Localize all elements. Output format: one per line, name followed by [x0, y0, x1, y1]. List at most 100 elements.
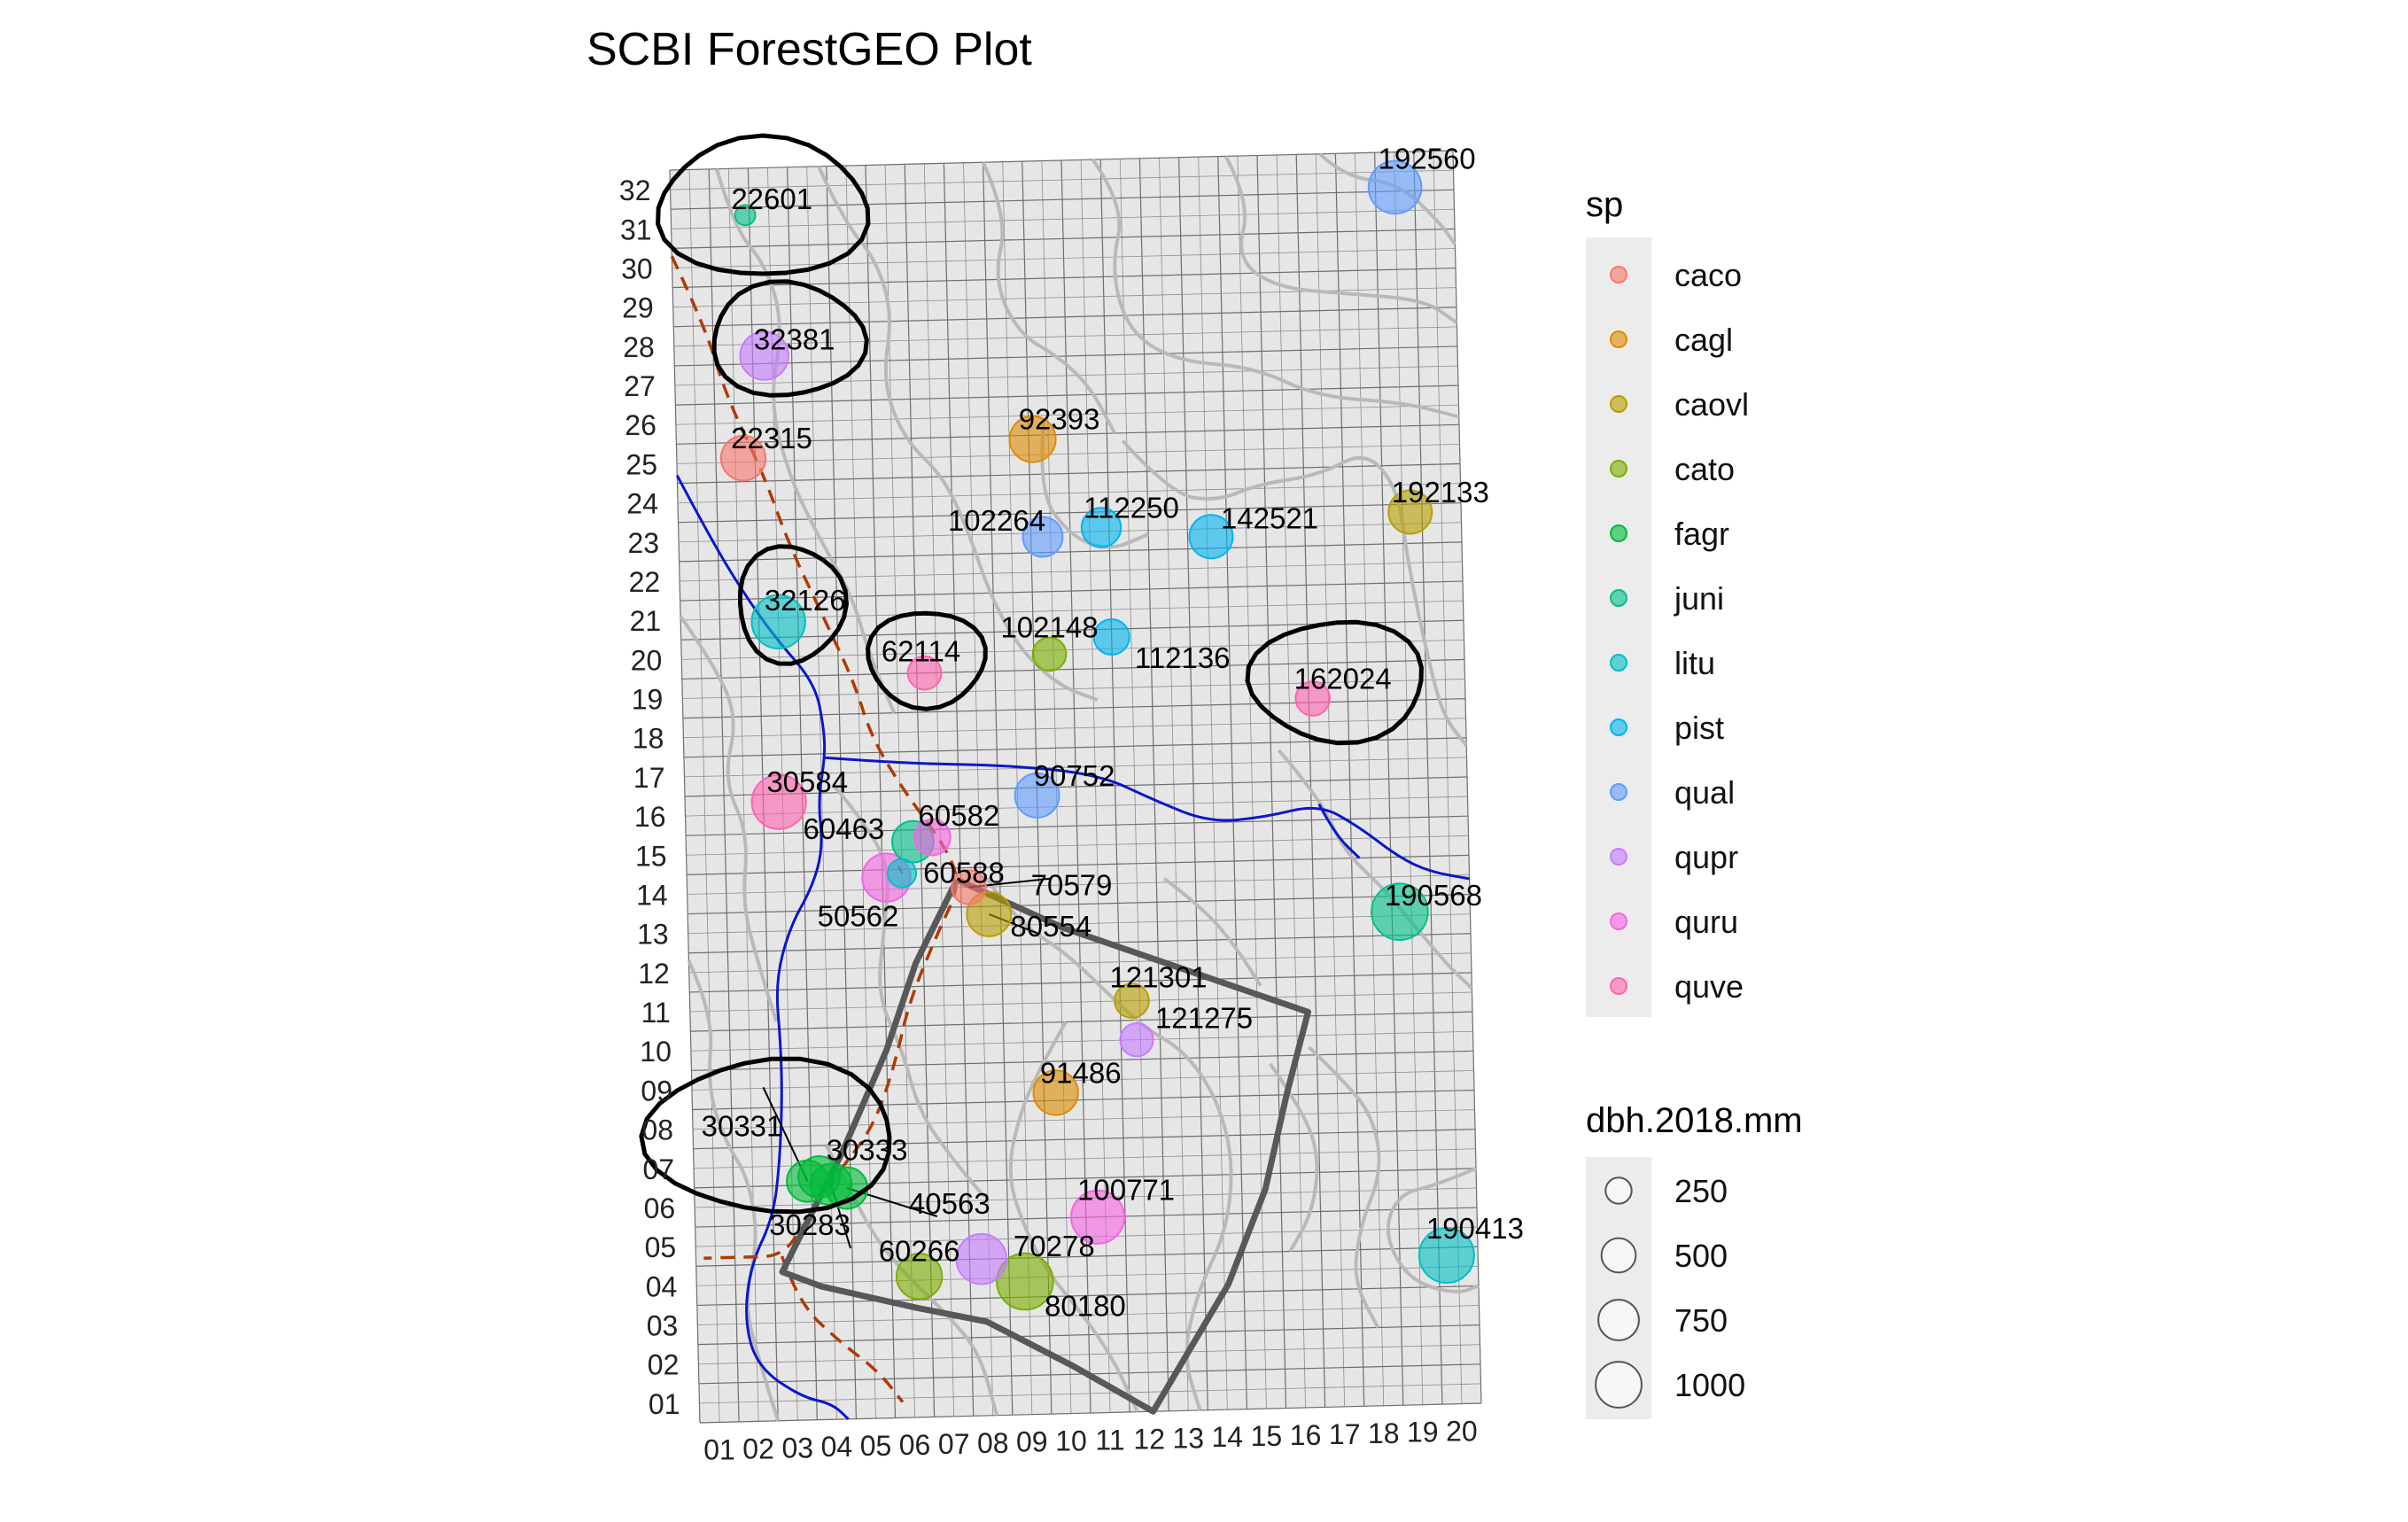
- hand-drawn-circle: [656, 133, 871, 276]
- tree-label-60588: 60588: [923, 857, 1005, 889]
- tree-point-80180: [996, 1252, 1054, 1311]
- grid-line-horizontal: [684, 757, 1467, 778]
- grid-line-horizontal: [688, 933, 1472, 954]
- stream-branch-line: [824, 756, 1470, 881]
- y-tick-label: 04: [646, 1270, 678, 1302]
- y-tick-label: 30: [621, 253, 653, 285]
- species-legend: sp caco cagl caovl cato fagr juni litu pist qual…: [1586, 185, 1749, 1017]
- grid-line-horizontal: [674, 346, 1458, 367]
- grid-line-horizontal: [699, 1402, 1482, 1424]
- legend-key-caco: [1610, 266, 1627, 283]
- y-axis-tick-labels: 01 02 03 04 05 06 07 08 09 10 11 12 13 14 15 16 17 18 19 20…: [619, 175, 680, 1420]
- tree-point-32381: [739, 330, 789, 381]
- tree-point-22601: [734, 204, 757, 227]
- tree-label-80554: 80554: [1010, 910, 1091, 943]
- y-tick-label: 16: [634, 801, 666, 833]
- tree-point-92393: [1008, 415, 1057, 463]
- tree-label-22601: 22601: [731, 182, 812, 215]
- size-label-750: 750: [1674, 1302, 1728, 1339]
- topo-contour: [679, 615, 779, 1022]
- x-tick-label: 08: [977, 1427, 1009, 1459]
- grid-line-horizontal: [676, 444, 1460, 464]
- grid-line-horizontal: [695, 1246, 1479, 1267]
- grid-line-horizontal: [686, 815, 1469, 836]
- x-tick-label: 07: [938, 1428, 970, 1460]
- topo-contour: [817, 165, 1099, 702]
- grid-line-horizontal: [690, 1011, 1473, 1032]
- tree-point-142521: [1188, 514, 1234, 560]
- tree-point-70278: [955, 1232, 1008, 1285]
- y-tick-label: 19: [632, 684, 664, 716]
- grid-line-horizontal: [673, 326, 1457, 347]
- legend-label-quru: quru: [1674, 904, 1738, 940]
- tree-point-30584: [750, 773, 807, 830]
- tree-label-70579: 70579: [1031, 869, 1113, 902]
- size-legend: dbh.2018.mm 250 500 750 1000: [1586, 1101, 1803, 1419]
- topo-contours: [679, 152, 1480, 1422]
- tree-point-102264: [1021, 516, 1064, 558]
- topo-contour: [1091, 158, 1460, 419]
- legend-key-quru: [1610, 912, 1627, 930]
- grid-line-horizontal: [669, 150, 1454, 171]
- legend-label-juni: juni: [1674, 580, 1724, 617]
- legend-key-cato: [1610, 460, 1627, 478]
- grid-line-horizontal: [693, 1129, 1476, 1150]
- topo-contour: [1308, 1045, 1381, 1329]
- tree-point-90752: [1014, 772, 1060, 819]
- grid-line-horizontal: [678, 483, 1461, 503]
- grid-line-horizontal: [687, 874, 1470, 895]
- y-tick-label: 27: [624, 370, 656, 402]
- grid-line-horizontal: [687, 913, 1471, 935]
- grid-line-horizontal: [675, 384, 1459, 406]
- grid-line-horizontal: [676, 423, 1460, 445]
- y-tick-label: 25: [625, 448, 657, 480]
- grid-line-horizontal: [674, 365, 1458, 386]
- y-tick-label: 01: [649, 1388, 680, 1420]
- grid-line-horizontal: [682, 698, 1466, 719]
- tree-label-32126: 32126: [765, 584, 846, 617]
- tree-label-30333: 30333: [827, 1134, 908, 1167]
- size-label-250: 250: [1674, 1173, 1728, 1209]
- tree-label-190413: 190413: [1426, 1212, 1524, 1245]
- legend-key-caovl: [1610, 395, 1627, 413]
- size-legend-title: dbh.2018.mm: [1586, 1101, 1803, 1140]
- size-key-250: [1604, 1176, 1633, 1205]
- y-tick-label: 03: [647, 1310, 679, 1342]
- tree-label-40563: 40563: [909, 1187, 990, 1220]
- tree-label-62114: 62114: [882, 635, 960, 668]
- legend-key-pist: [1610, 718, 1627, 736]
- legend-label-caovl: caovl: [1674, 386, 1749, 423]
- x-tick-label: 01: [703, 1434, 735, 1466]
- topo-contour: [832, 783, 986, 1198]
- x-tick-label: 03: [782, 1432, 814, 1464]
- y-tick-label: 14: [636, 880, 668, 912]
- tree-point-62114: [906, 655, 943, 691]
- tree-label-192133: 192133: [1392, 476, 1489, 509]
- grid-line-horizontal: [681, 658, 1465, 680]
- x-tick-label: 17: [1329, 1418, 1361, 1450]
- grid-line-horizontal: [679, 541, 1463, 563]
- legend-key-qual: [1610, 783, 1627, 801]
- legend-label-qupr: qupr: [1674, 839, 1738, 875]
- tree-point-32126: [750, 594, 806, 649]
- legend-key-cagl: [1610, 330, 1627, 348]
- tree-point-162024: [1294, 680, 1331, 717]
- tree-label-70278: 70278: [1014, 1230, 1095, 1262]
- grid-line-horizontal: [692, 1089, 1475, 1111]
- tree-point-192560: [1367, 159, 1423, 215]
- x-tick-label: 15: [1251, 1420, 1283, 1452]
- topo-contour: [983, 874, 1233, 1411]
- topo-contour: [1040, 419, 1149, 549]
- grid-line-horizontal: [690, 1030, 1473, 1052]
- y-tick-label: 07: [643, 1153, 675, 1185]
- tree-label-162024: 162024: [1294, 663, 1392, 695]
- tree-label-80180: 80180: [1045, 1290, 1126, 1323]
- tree-label-91486: 91486: [1040, 1056, 1122, 1089]
- grid-line-horizontal: [671, 189, 1455, 210]
- tree-points: [719, 159, 1475, 1311]
- y-tick-label: 22: [629, 566, 661, 598]
- tree-point-60266: [895, 1253, 944, 1301]
- hand-drawn-circle: [866, 610, 988, 711]
- grid-line-horizontal: [689, 991, 1472, 1013]
